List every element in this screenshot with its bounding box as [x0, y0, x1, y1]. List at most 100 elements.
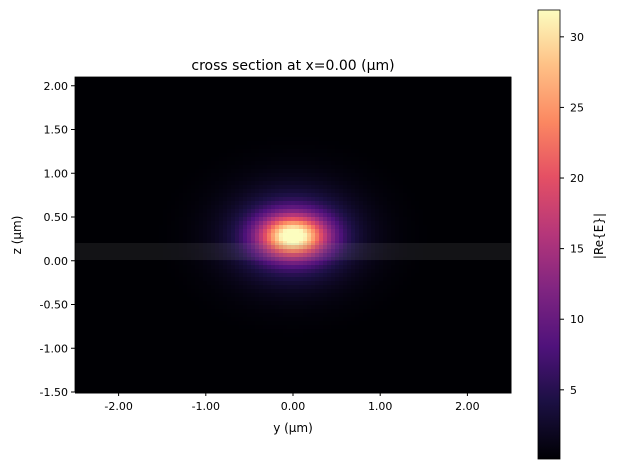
- heatmap-cell: [75, 217, 80, 222]
- heatmap-cell: [155, 237, 160, 242]
- heatmap-cell: [467, 165, 472, 170]
- heatmap-cell: [103, 245, 108, 250]
- heatmap-cell: [291, 113, 296, 118]
- heatmap-cell: [175, 221, 180, 226]
- heatmap-cell: [191, 181, 196, 186]
- heatmap-cell: [355, 217, 360, 222]
- heatmap-cell: [403, 157, 408, 162]
- heatmap-cell: [183, 229, 188, 234]
- heatmap-cell: [267, 197, 272, 202]
- heatmap-cell: [319, 89, 324, 94]
- heatmap-cell: [199, 229, 204, 234]
- heatmap-cell: [251, 129, 256, 134]
- heatmap-cell: [491, 253, 496, 258]
- heatmap-cell: [279, 241, 284, 246]
- heatmap-cell: [91, 165, 96, 170]
- heatmap-cell: [367, 209, 372, 214]
- heatmap-cell: [307, 77, 312, 82]
- heatmap-cell: [395, 185, 400, 190]
- heatmap-cell: [331, 157, 336, 162]
- heatmap-cell: [87, 77, 92, 82]
- heatmap-cell: [83, 181, 88, 186]
- heatmap-cell: [459, 125, 464, 130]
- heatmap-cell: [147, 197, 152, 202]
- heatmap-cell: [451, 229, 456, 234]
- heatmap-cell: [203, 197, 208, 202]
- heatmap-cell: [347, 117, 352, 122]
- heatmap-cell: [95, 177, 100, 182]
- heatmap-cell: [411, 89, 416, 94]
- heatmap-cell: [203, 105, 208, 110]
- heatmap-cell: [351, 257, 356, 262]
- heatmap-cell: [131, 113, 136, 118]
- heatmap-cell: [131, 109, 136, 114]
- heatmap-cell: [411, 249, 416, 254]
- heatmap-cell: [291, 245, 296, 250]
- heatmap-cell: [111, 193, 116, 198]
- heatmap-cell: [163, 109, 168, 114]
- heatmap-cell: [207, 157, 212, 162]
- heatmap-cell: [459, 221, 464, 226]
- heatmap-cell: [135, 85, 140, 90]
- heatmap-cell: [211, 229, 216, 234]
- heatmap-cell: [323, 245, 328, 250]
- heatmap-cell: [331, 249, 336, 254]
- heatmap-cell: [463, 121, 468, 126]
- heatmap-cell: [403, 129, 408, 134]
- heatmap-cell: [91, 193, 96, 198]
- heatmap-cell: [227, 233, 232, 238]
- heatmap-cell: [499, 213, 504, 218]
- heatmap-cell: [143, 165, 148, 170]
- heatmap-cell: [267, 249, 272, 254]
- heatmap-cell: [271, 125, 276, 130]
- heatmap-cell: [355, 109, 360, 114]
- heatmap-cell: [263, 101, 268, 106]
- heatmap-cell: [283, 113, 288, 118]
- heatmap-cell: [299, 233, 304, 238]
- heatmap-cell: [407, 241, 412, 246]
- heatmap-cell: [231, 133, 236, 138]
- heatmap-cell: [215, 137, 220, 142]
- heatmap-cell: [195, 189, 200, 194]
- heatmap-cell: [283, 165, 288, 170]
- heatmap-cell: [227, 189, 232, 194]
- heatmap-cell: [175, 189, 180, 194]
- heatmap-cell: [187, 145, 192, 150]
- heatmap-cell: [379, 121, 384, 126]
- heatmap-cell: [423, 221, 428, 226]
- heatmap-cell: [439, 113, 444, 118]
- heatmap-cell: [159, 153, 164, 158]
- heatmap-cell: [207, 249, 212, 254]
- heatmap-cell: [199, 209, 204, 214]
- heatmap-cell: [99, 121, 104, 126]
- heatmap-cell: [479, 165, 484, 170]
- heatmap-cell: [75, 153, 80, 158]
- heatmap-cell: [283, 157, 288, 162]
- heatmap-cell: [95, 141, 100, 146]
- heatmap-cell: [487, 177, 492, 182]
- heatmap-cell: [483, 161, 488, 166]
- heatmap-cell: [255, 197, 260, 202]
- heatmap-cell: [135, 157, 140, 162]
- heatmap-cell: [475, 181, 480, 186]
- heatmap-cell: [295, 229, 300, 234]
- heatmap-cell: [223, 209, 228, 214]
- heatmap-cell: [147, 101, 152, 106]
- heatmap-cell: [119, 249, 124, 254]
- heatmap-cell: [135, 129, 140, 134]
- heatmap-cell: [211, 245, 216, 250]
- heatmap-cell: [351, 197, 356, 202]
- heatmap-cell: [423, 125, 428, 130]
- heatmap-cell: [135, 173, 140, 178]
- heatmap-cell: [499, 141, 504, 146]
- heatmap-cell: [291, 189, 296, 194]
- heatmap-cell: [283, 217, 288, 222]
- heatmap-cell: [387, 253, 392, 258]
- heatmap-cell: [139, 121, 144, 126]
- heatmap-cell: [287, 145, 292, 150]
- heatmap-cell: [159, 117, 164, 122]
- heatmap-cell: [439, 213, 444, 218]
- heatmap-cell: [87, 105, 92, 110]
- heatmap-cell: [323, 121, 328, 126]
- heatmap-cell: [255, 237, 260, 242]
